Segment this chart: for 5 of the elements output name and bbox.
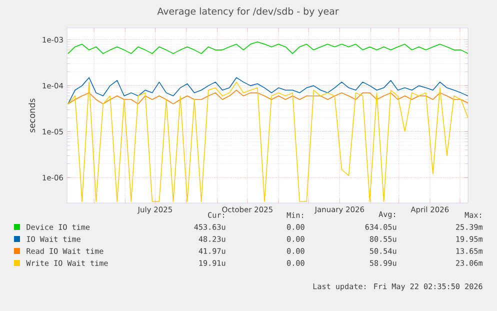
y-axis-title: seconds <box>28 98 36 132</box>
line-series <box>68 77 468 104</box>
line-series <box>68 82 468 202</box>
chart-title: Average latency for /dev/sdb - by year <box>157 7 339 17</box>
line-series <box>68 41 468 54</box>
